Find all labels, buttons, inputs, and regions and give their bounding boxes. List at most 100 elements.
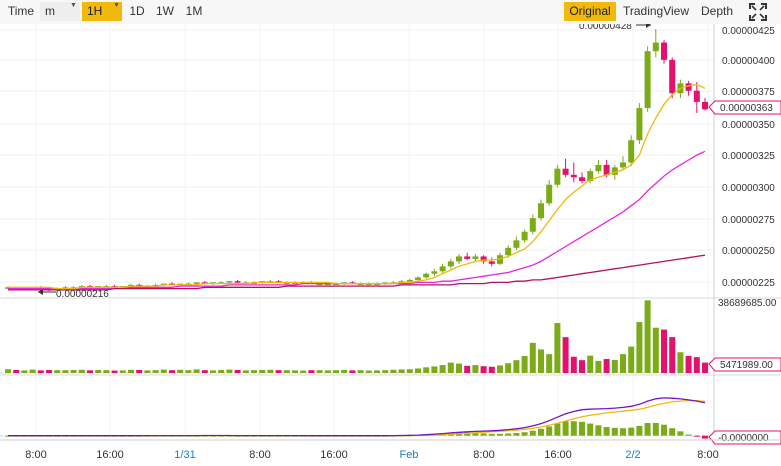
candle-up xyxy=(529,218,536,232)
candle-up xyxy=(423,273,430,278)
chart-toolbar: Time m ▼ 1H ▼ 1D 1W 1M Original TradingV… xyxy=(0,0,781,25)
volume-bar xyxy=(234,369,241,373)
candle-down xyxy=(570,174,577,178)
candle-up xyxy=(521,231,528,241)
volume-bar xyxy=(685,356,692,373)
volume-bar xyxy=(357,370,364,373)
candle-up xyxy=(365,283,372,286)
time-label: Time xyxy=(7,4,35,18)
volume-bar xyxy=(546,354,553,373)
x-tick-label: 16:00 xyxy=(320,449,348,461)
y-tick-label: 0.00000325 xyxy=(722,151,775,162)
candle-up xyxy=(472,256,479,259)
candle-up xyxy=(538,203,544,219)
interval-1m-button[interactable]: 1M xyxy=(185,4,203,18)
volume-bar xyxy=(505,363,512,373)
volume-bar xyxy=(324,370,331,373)
volume-bar xyxy=(95,369,102,373)
candle-down xyxy=(488,261,495,264)
minute-select-value: m xyxy=(45,4,55,18)
volume-bar xyxy=(554,322,561,373)
candle-up xyxy=(283,282,290,284)
candle-up xyxy=(595,164,602,172)
volume-bar xyxy=(5,369,11,373)
price-axis: 0.00000425 0.00000400 0.00000375 0.00000… xyxy=(708,24,781,445)
view-tradingview-button[interactable]: TradingView xyxy=(622,4,690,18)
volume-bar xyxy=(333,370,339,373)
candle-up xyxy=(505,247,512,256)
x-tick-label: 8:00 xyxy=(697,449,718,461)
view-depth-button[interactable]: Depth xyxy=(700,4,734,18)
x-tick-label: 8:00 xyxy=(249,449,270,461)
y-tick-label: 0.00000350 xyxy=(722,120,775,131)
volume-bar xyxy=(300,370,307,373)
candle-up xyxy=(406,279,413,282)
x-tick-label: 1/31 xyxy=(174,449,195,461)
volume-bar xyxy=(456,363,462,373)
candle-down xyxy=(480,256,487,262)
interval-1h-button[interactable]: 1H xyxy=(82,2,122,21)
volume-bar xyxy=(406,369,413,373)
volume-bar xyxy=(119,370,126,373)
ma-short-line xyxy=(8,83,706,290)
candle-up xyxy=(447,261,454,267)
interval-1d-button[interactable]: 1D xyxy=(129,4,145,18)
indicator-histogram-bar xyxy=(554,423,561,436)
candle-up xyxy=(628,140,635,163)
interval-1w-button[interactable]: 1W xyxy=(156,4,174,18)
candle-up xyxy=(652,42,659,52)
indicator-histogram-bar xyxy=(513,433,520,436)
indicator-histogram-bar xyxy=(521,432,528,436)
volume-bars xyxy=(5,300,708,373)
volume-bar xyxy=(472,365,479,373)
indicator-histogram-bar xyxy=(636,425,643,436)
view-original-button[interactable]: Original xyxy=(564,2,616,21)
candle-up xyxy=(636,108,643,141)
x-tick-label: 8:00 xyxy=(473,449,494,461)
candle-down xyxy=(234,281,241,283)
chevron-down-icon: ▼ xyxy=(70,2,77,9)
indicator-last-flag xyxy=(708,430,781,445)
candle-down xyxy=(661,42,667,60)
volume-bar xyxy=(54,370,61,373)
minute-interval-select[interactable]: m xyxy=(40,2,80,21)
price-annotations: 0.00000428 0.00000216 xyxy=(38,24,651,300)
volume-bar xyxy=(661,329,667,373)
candle-up xyxy=(620,162,626,168)
volume-bar xyxy=(160,369,167,373)
indicator-histogram-bar xyxy=(480,433,487,436)
y-tick-label: 0.00000250 xyxy=(722,246,775,257)
candle-up xyxy=(431,271,438,274)
indicator-histogram-bar xyxy=(644,423,651,436)
candle-down xyxy=(579,177,585,182)
last-price-flag xyxy=(708,100,781,115)
volume-bar xyxy=(669,337,676,373)
volume-bar xyxy=(152,370,159,373)
indicator-histogram-bar xyxy=(661,424,667,436)
volume-bar xyxy=(316,370,323,373)
candle-down xyxy=(464,256,471,259)
volume-bar xyxy=(185,370,192,373)
volume-bar xyxy=(603,359,610,373)
volume-bar xyxy=(611,359,618,373)
candle-up xyxy=(587,171,594,182)
indicator-histogram-bar xyxy=(570,421,577,436)
volume-bar xyxy=(283,370,290,373)
indicator-histogram-bar xyxy=(497,433,503,436)
volume-bar xyxy=(374,370,380,373)
volume-bar xyxy=(480,366,487,373)
volume-bar xyxy=(390,369,397,373)
indicator-histogram-bar xyxy=(595,425,602,436)
indicator-histogram-bar xyxy=(538,428,544,436)
expand-icon[interactable] xyxy=(749,3,767,21)
candle-up xyxy=(292,282,298,284)
price-chart[interactable]: 0.00000425 0.00000400 0.00000375 0.00000… xyxy=(0,24,781,466)
volume-bar xyxy=(128,369,134,373)
volume-bar xyxy=(103,370,110,373)
volume-bar xyxy=(488,366,495,373)
x-tick-label: Feb xyxy=(400,449,419,461)
volume-bar xyxy=(415,368,421,373)
volume-bar xyxy=(37,370,44,373)
volume-bar xyxy=(702,362,708,373)
volume-bar xyxy=(365,370,372,373)
